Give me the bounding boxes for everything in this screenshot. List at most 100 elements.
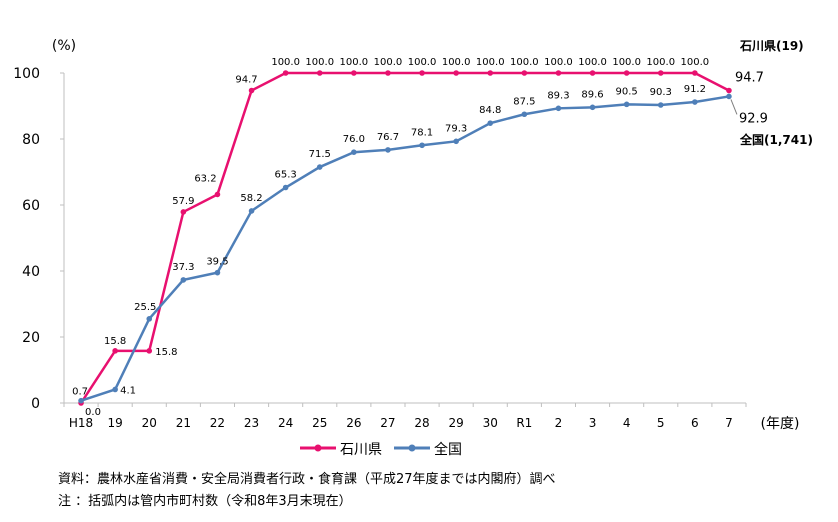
data-point	[419, 142, 425, 149]
x-tick-label: 5	[657, 416, 665, 430]
data-point	[419, 70, 425, 76]
data-point	[214, 191, 221, 198]
data-point	[589, 104, 596, 111]
data-label-ishikawa: 94.7	[235, 74, 257, 85]
data-label-ishikawa: 100.0	[646, 57, 675, 68]
data-point	[180, 277, 187, 283]
end-value-ishikawa: 94.7	[735, 70, 764, 85]
x-tick-label: 25	[312, 416, 327, 430]
data-label-national: 87.5	[513, 96, 535, 107]
end-name-national: 全国(1,741)	[739, 132, 813, 147]
source-note: 資料：農林水産省消費・安全局消費者行政・食育課（平成27年度までは内閣府）調べ	[58, 472, 556, 487]
leader-line	[730, 99, 738, 115]
y-tick-label: 60	[22, 198, 40, 214]
data-label-national: 76.0	[343, 134, 365, 145]
data-label-ishikawa: 100.0	[340, 57, 369, 68]
data-point	[146, 348, 153, 354]
data-label-national: 58.2	[240, 193, 262, 204]
data-label-national: 37.3	[172, 262, 194, 273]
data-labels: 0.0 15.8 15.8 57.9 63.2 94.7 100.0 100.0 100.0 10…	[72, 39, 813, 418]
data-label-national: 90.3	[650, 87, 672, 98]
data-point	[146, 316, 153, 322]
data-point	[282, 70, 289, 76]
data-point	[112, 348, 118, 354]
legend-marker-ishikawa	[314, 444, 322, 452]
data-label-ishikawa: 100.0	[612, 57, 641, 68]
data-point	[521, 70, 528, 76]
y-tick-label: 0	[31, 396, 40, 412]
data-label-national: 0.7	[72, 387, 88, 398]
data-label-ishikawa: 100.0	[681, 57, 710, 68]
data-label-ishikawa: 100.0	[374, 57, 403, 68]
data-label-ishikawa: 100.0	[578, 57, 607, 68]
data-point	[385, 147, 391, 153]
data-label-national: 4.1	[120, 385, 136, 396]
data-point	[282, 184, 289, 191]
footnote: 注 ：括弧内は管内市町村数（令和8年3月末現在）	[58, 494, 352, 509]
data-point	[657, 70, 664, 76]
data-label-national: 90.5	[616, 86, 638, 97]
data-point	[180, 209, 187, 215]
data-point	[316, 70, 323, 76]
x-tick-label: 7	[725, 416, 733, 430]
y-tick-label: 80	[22, 132, 40, 148]
data-label-national: 78.1	[411, 127, 433, 138]
data-point	[623, 101, 630, 108]
data-point	[487, 70, 494, 76]
data-point	[692, 99, 698, 105]
x-tick-label: 22	[210, 416, 225, 430]
x-tick-label: 28	[414, 416, 429, 430]
data-point	[351, 149, 357, 155]
data-label-ishikawa: 63.2	[194, 173, 216, 184]
data-point	[555, 70, 562, 76]
x-tick-label: 26	[346, 416, 361, 430]
series-0	[78, 70, 732, 406]
x-tick-label: 4	[623, 416, 631, 430]
x-tick-label: 21	[176, 416, 191, 430]
x-tick-label: 3	[589, 416, 597, 430]
data-point	[316, 164, 323, 170]
x-tick-labels: H18 19 20 21 22 23 24 25 26 27 28 29 30 R1 2 3 4 5 6 7	[63, 403, 747, 430]
data-point	[692, 70, 698, 76]
x-tick-label: R1	[516, 416, 532, 430]
data-label-ishikawa: 100.0	[476, 57, 505, 68]
y-tick-labels: 0 20 40 60 80 100	[13, 66, 64, 412]
data-point	[112, 386, 118, 393]
y-tick-label: 20	[22, 330, 40, 346]
data-point	[726, 87, 732, 94]
y-tick-label: 100	[13, 66, 40, 82]
data-point	[385, 70, 391, 76]
data-point	[214, 269, 221, 276]
x-tick-label: 29	[449, 416, 464, 430]
data-point	[351, 70, 357, 76]
series-layer: 0.0 15.8 15.8 57.9 63.2 94.7 100.0 100.0 100.0 10…	[72, 39, 813, 418]
data-label-national: 39.5	[206, 257, 228, 268]
x-tick-label: 27	[380, 416, 395, 430]
data-label-ishikawa: 100.0	[305, 57, 334, 68]
data-label-national: 91.2	[684, 84, 706, 95]
data-point	[248, 87, 255, 94]
data-point	[589, 70, 596, 76]
legend-label-national: 全国	[434, 441, 462, 458]
data-label-ishikawa: 100.0	[408, 57, 437, 68]
x-tick-label: 2	[555, 416, 563, 430]
series-line	[80, 71, 730, 404]
data-label-national: 89.3	[547, 90, 569, 101]
data-point	[453, 138, 459, 145]
data-point	[248, 208, 255, 214]
x-tick-label: 30	[483, 416, 498, 430]
data-label-national: 84.8	[479, 105, 501, 116]
data-label-ishikawa: 15.8	[155, 347, 177, 358]
x-tick-label: 19	[108, 416, 123, 430]
x-tick-label: 23	[244, 416, 259, 430]
data-label-ishikawa: 100.0	[544, 57, 573, 68]
data-label-ishikawa: 100.0	[510, 57, 539, 68]
data-label-ishikawa: 57.9	[172, 196, 194, 207]
data-label-ishikawa: 0.0	[85, 407, 101, 418]
x-tick-label: 20	[142, 416, 157, 430]
data-point	[623, 70, 630, 76]
x-tick-label: H18	[69, 416, 93, 430]
series-1	[78, 93, 732, 404]
y-axis-label: (%)	[52, 38, 76, 54]
